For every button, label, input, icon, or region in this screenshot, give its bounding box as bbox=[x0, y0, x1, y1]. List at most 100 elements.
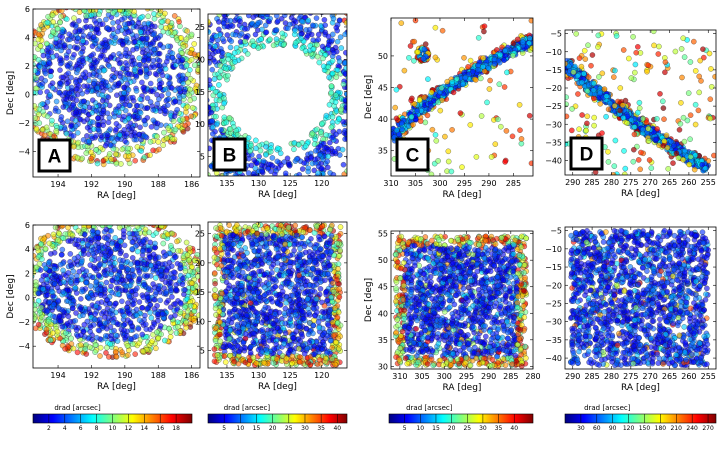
scatter-point bbox=[132, 61, 138, 67]
scatter-point bbox=[324, 5, 329, 10]
scatter-point bbox=[136, 131, 142, 138]
scatter-point bbox=[650, 30, 657, 35]
scatter-point bbox=[353, 90, 358, 95]
scatter-point bbox=[23, 52, 28, 57]
scatter-point bbox=[355, 172, 360, 177]
scatter-point bbox=[612, 137, 619, 144]
scatter-point bbox=[203, 106, 208, 111]
scatter-point bbox=[585, 42, 591, 48]
scatter-point bbox=[80, 0, 85, 3]
scatter-point bbox=[58, 9, 65, 14]
scatter-point bbox=[71, 15, 77, 21]
scatter-point bbox=[337, 34, 344, 40]
scatter-point bbox=[80, 32, 87, 39]
scatter-point bbox=[26, 262, 31, 267]
scatter-point bbox=[633, 49, 639, 56]
scatter-point bbox=[82, 215, 87, 220]
scatter-point bbox=[18, 82, 23, 87]
scatter-point bbox=[121, 90, 127, 96]
scatter-point bbox=[141, 154, 148, 160]
x-tick-label: 300 bbox=[432, 179, 447, 188]
scatter-point bbox=[108, 156, 115, 162]
scatter-point bbox=[126, 102, 133, 109]
scatter-point bbox=[303, 3, 308, 8]
scatter-point bbox=[137, 96, 143, 102]
scatter-point bbox=[603, 93, 610, 99]
scatter-point bbox=[326, 192, 331, 197]
scatter-point bbox=[169, 136, 176, 142]
scatter-point bbox=[250, 174, 256, 176]
scatter-point bbox=[702, 165, 709, 171]
scatter-point bbox=[336, 116, 342, 123]
scatter-point bbox=[374, 97, 379, 102]
scatter-point bbox=[422, 119, 429, 126]
scatter-point bbox=[208, 145, 213, 152]
scatter-point bbox=[73, 79, 79, 85]
scatter-point bbox=[526, 35, 533, 41]
scatter-point bbox=[185, 79, 191, 86]
scatter-point bbox=[696, 89, 702, 96]
scatter-point bbox=[681, 54, 688, 60]
scatter-point bbox=[271, 182, 276, 187]
scatter-point bbox=[372, 142, 377, 147]
scatter-point bbox=[42, 70, 49, 77]
scatter-point bbox=[601, 86, 608, 92]
y-tick-label: −10 bbox=[545, 48, 562, 57]
scatter-point bbox=[636, 99, 643, 106]
scatter-point bbox=[242, 6, 247, 11]
scatter-point bbox=[376, 42, 381, 47]
scatter-point bbox=[707, 115, 714, 122]
scatter-point bbox=[317, 143, 324, 149]
scatter-point bbox=[35, 31, 42, 38]
scatter-point bbox=[662, 69, 668, 76]
scatter-point bbox=[310, 46, 317, 52]
scatter-point bbox=[305, 17, 312, 24]
scatter-point bbox=[635, 44, 641, 50]
scatter-point bbox=[425, 76, 431, 82]
scatter-point bbox=[632, 69, 638, 76]
scatter-point bbox=[63, 130, 70, 137]
scatter-point bbox=[247, 7, 252, 12]
scatter-point bbox=[241, 0, 246, 3]
scatter-point bbox=[432, 54, 439, 61]
x-tick-label: 190 bbox=[117, 180, 132, 189]
scatter-point bbox=[19, 91, 24, 96]
scatter-point bbox=[408, 113, 415, 120]
scatter-point bbox=[380, 98, 385, 103]
scatter-point bbox=[401, 67, 408, 74]
scatter-point bbox=[50, 54, 56, 60]
scatter-point bbox=[298, 35, 304, 42]
scatter-point bbox=[596, 74, 602, 80]
scatter-point bbox=[462, 75, 468, 81]
scatter-point bbox=[140, 35, 146, 42]
scatter-point bbox=[368, 60, 373, 65]
scatter-point bbox=[448, 168, 455, 175]
y-axis-label: Dec [deg] bbox=[364, 75, 374, 119]
scatter-point bbox=[96, 73, 103, 80]
y-tick-label: −20 bbox=[545, 84, 562, 93]
scatter-point bbox=[83, 13, 89, 19]
scatter-point bbox=[411, 101, 418, 107]
scatter-point bbox=[92, 213, 97, 218]
y-tick-label: −40 bbox=[545, 157, 562, 166]
scatter-point bbox=[597, 90, 603, 96]
scatter-point bbox=[588, 62, 594, 69]
scatter-point bbox=[595, 44, 601, 50]
scatter-point bbox=[336, 58, 343, 65]
scatter-point bbox=[264, 0, 269, 1]
scatter-point bbox=[358, 106, 363, 111]
scatter-point bbox=[245, 170, 252, 176]
scatter-point bbox=[125, 145, 131, 152]
scatter-point bbox=[326, 74, 332, 81]
scatter-point bbox=[349, 125, 354, 130]
scatter-point bbox=[518, 136, 525, 142]
scatter-point bbox=[90, 3, 95, 8]
scatter-point bbox=[346, 82, 347, 86]
scatter-point bbox=[150, 3, 155, 8]
scatter-point bbox=[119, 95, 125, 102]
scatter-point bbox=[648, 165, 655, 171]
scatter-point bbox=[346, 98, 347, 101]
scatter-point bbox=[363, 145, 368, 150]
scatter-point bbox=[635, 157, 642, 163]
scatter-point bbox=[380, 102, 385, 107]
